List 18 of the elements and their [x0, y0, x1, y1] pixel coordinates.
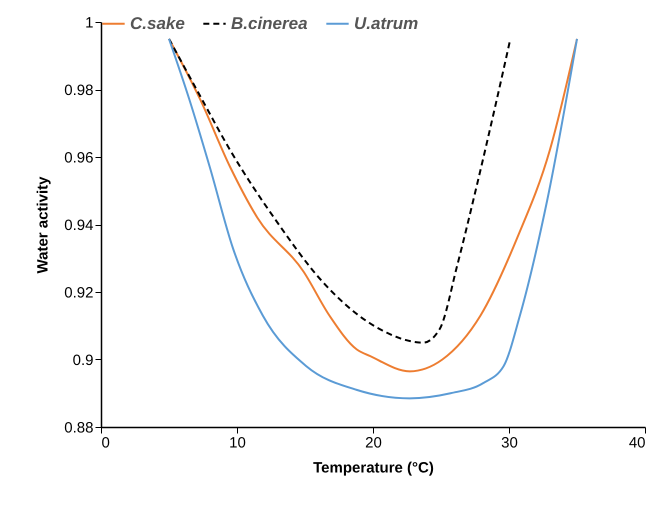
legend-label: B.cinerea: [231, 14, 308, 33]
legend-label: C.sake: [130, 14, 185, 33]
y-tick-label: 0.9: [72, 352, 94, 369]
line-series: [168, 38, 512, 344]
y-tick-label: 0.96: [64, 150, 94, 166]
x-tick-label: 0: [102, 434, 110, 452]
x-tick-label: 10: [229, 434, 246, 452]
y-tick-label: 1: [85, 14, 94, 32]
y-tick-label: 0.92: [64, 284, 94, 302]
y-axis-title: Water activity: [34, 176, 52, 274]
legend-label: U.atrum: [354, 14, 418, 33]
x-tick-label: 20: [365, 434, 382, 452]
x-tick-label: 30: [501, 434, 518, 452]
y-tick-label: 0.94: [64, 217, 94, 234]
x-tick-label: 40: [628, 434, 646, 452]
y-tick-label: 0.88: [64, 420, 94, 436]
y-tick-label: 0.98: [64, 82, 94, 99]
x-axis-title: Temperature (°C): [313, 460, 434, 476]
